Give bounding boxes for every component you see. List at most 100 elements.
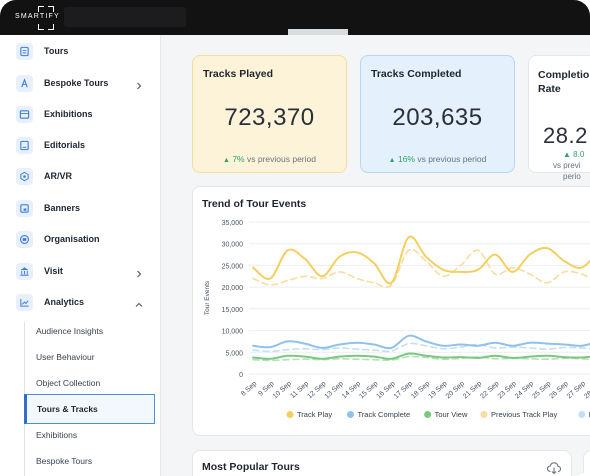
sidebar-item-label: Tours [44, 46, 69, 56]
x-tick-label: 8 Sep [240, 380, 258, 398]
legend-marker [347, 411, 354, 418]
series-line-previous-tour-view [252, 355, 590, 362]
smartify-logo[interactable]: SMARTIFY [12, 6, 59, 30]
card-value: 203,635 [392, 104, 483, 131]
sidebar: Tours Bespoke Tours Exhibitions Editoria… [0, 35, 161, 476]
main-content: Tracks Played 723,370 ▲ 7% vs previous p… [178, 29, 590, 476]
series-line-tour-view [252, 352, 590, 360]
organisation-icon [16, 230, 33, 248]
trend-chart-card: Trend of Tour Events 0 5,000 10,000 15,000 2… [192, 186, 590, 436]
subitem-label: Exhibitions [36, 430, 78, 440]
tracks-completed-card: Tracks Completed 203,635 ▲ 16% vs previo… [360, 55, 515, 173]
legend-marker [286, 411, 294, 418]
subitem-bespoke-tours[interactable]: Bespoke Tours [24, 449, 155, 473]
sidebar-item-visit[interactable]: Visit [0, 259, 161, 283]
scrolled-header-remnant [288, 29, 348, 35]
delta-percent: ▲ 8.0 [563, 150, 585, 159]
cloud-download-icon[interactable] [546, 460, 562, 476]
y-tick-label: 15,000 [222, 307, 244, 314]
sidebar-item-label: AR/VR [44, 171, 73, 181]
card-delta: ▲ 7% vs previous period [193, 154, 346, 164]
banners-icon [16, 199, 33, 217]
series-line-previous-track-complete [252, 342, 590, 353]
legend-label: Track Play [297, 410, 332, 419]
logo-text: SMARTIFY [15, 13, 60, 20]
card-title-line: Completio [538, 69, 590, 81]
subitem-label: Audience Insights [36, 326, 104, 336]
chart-title: Trend of Tour Events [202, 198, 307, 210]
delta-text: vs previ [553, 161, 581, 170]
y-tick-label: 35,000 [222, 220, 244, 227]
subitem-label: User Behaviour [36, 352, 95, 362]
subitem-object-collection[interactable]: Object Collection [24, 371, 155, 395]
sidebar-item-banners[interactable]: Banners [0, 196, 161, 220]
card-delta: ▲ 16% vs previous period [361, 154, 514, 164]
sidebar-item-label: Exhibitions [44, 109, 93, 119]
y-tick-label: 30,000 [222, 242, 244, 249]
subitem-audience-insights[interactable]: Audience Insights [24, 319, 155, 343]
bespoke-tours-icon [16, 74, 33, 92]
trend-line-chart: 0 5,000 10,000 15,000 20,000 25,000 30,000 35,0… [204, 220, 590, 419]
subitem-label: Tours & Tracks [37, 404, 98, 414]
sidebar-item-ar-vr[interactable]: AR/VR [0, 164, 161, 188]
card-title: Completio Rate [538, 68, 590, 96]
y-axis-label: Tour Events [204, 280, 211, 315]
legend-marker [480, 411, 488, 418]
adjacent-card-edge [583, 450, 590, 476]
series-line-previous-track-play [252, 248, 590, 288]
chevron-up-icon [134, 297, 144, 307]
card-title: Tracks Played [203, 68, 274, 80]
subitem-tours-and-tracks[interactable]: Tours & Tracks [24, 394, 155, 424]
delta-text: vs previous period [414, 154, 487, 164]
chevron-right-icon [134, 266, 144, 278]
delta-percent: 16% [397, 154, 415, 164]
subitem-label: Bespoke Tours [36, 456, 93, 466]
y-tick-label: 0 [239, 372, 243, 379]
sidebar-item-label: Analytics [44, 297, 85, 307]
trend-up-icon: ▲ [223, 157, 230, 164]
legend-label: Pre [589, 410, 590, 419]
most-popular-tours-card: Most Popular Tours [192, 450, 572, 476]
sidebar-item-label: Visit [44, 266, 63, 276]
sidebar-item-label: Banners [44, 203, 81, 213]
exhibitions-icon [16, 105, 33, 123]
analytics-icon [16, 293, 33, 311]
sidebar-item-bespoke-tours[interactable]: Bespoke Tours [0, 71, 161, 95]
legend-label: Tour View [435, 410, 468, 419]
y-tick-label: 5,000 [225, 350, 243, 357]
legend-label: Previous Track Play [491, 410, 558, 419]
card-title: Most Popular Tours [202, 461, 300, 473]
subitem-exhibitions[interactable]: Exhibitions [24, 423, 155, 447]
legend-label: Track Complete [358, 410, 411, 419]
sidebar-item-label: Editorials [44, 140, 86, 150]
organisation-selector[interactable] [64, 7, 186, 27]
sidebar-item-label: Organisation [44, 234, 100, 244]
ar-vr-icon [16, 167, 33, 185]
sidebar-item-exhibitions[interactable]: Exhibitions [0, 102, 161, 126]
legend-marker [578, 411, 586, 418]
card-title: Tracks Completed [371, 68, 462, 80]
card-value: 28.2 [543, 123, 588, 148]
subitem-label: Object Collection [36, 378, 101, 388]
series-line-track-complete [252, 334, 590, 350]
delta-percent: 7% [232, 154, 245, 164]
y-tick-label: 20,000 [222, 285, 244, 292]
y-tick-label: 25,000 [222, 263, 244, 270]
visit-icon [16, 262, 33, 280]
legend-marker [424, 411, 432, 418]
chevron-right-icon [134, 78, 144, 90]
sidebar-item-tours[interactable]: Tours [0, 39, 161, 63]
tracks-played-card: Tracks Played 723,370 ▲ 7% vs previous p… [192, 55, 347, 173]
delta-text: perio [563, 172, 581, 181]
sidebar-item-analytics[interactable]: Analytics [0, 290, 161, 314]
subitem-user-behaviour[interactable]: User Behaviour [24, 345, 155, 369]
y-tick-label: 10,000 [222, 329, 244, 336]
card-value: 723,370 [224, 104, 315, 131]
sidebar-item-organisation[interactable]: Organisation [0, 227, 161, 251]
x-tick-label: 10 Sep [272, 380, 293, 400]
delta-text: vs previous period [244, 154, 316, 164]
sidebar-item-editorials[interactable]: Editorials [0, 133, 161, 157]
sidebar-item-label: Bespoke Tours [44, 78, 109, 88]
series-line-track-play [252, 235, 590, 285]
